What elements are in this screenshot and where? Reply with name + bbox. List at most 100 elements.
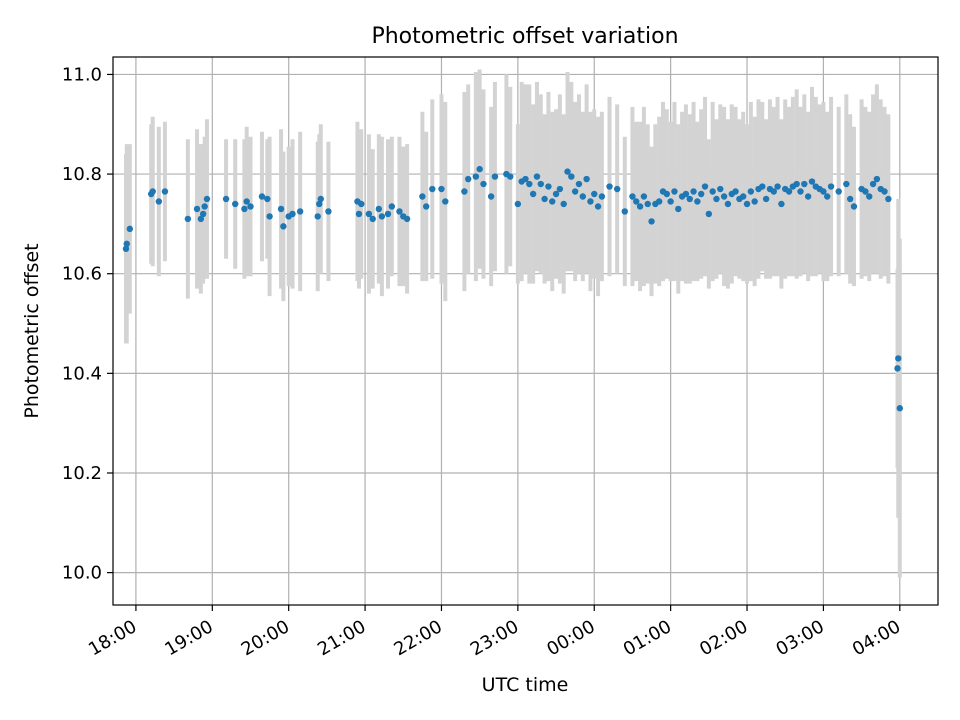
- data-point: [241, 205, 248, 213]
- data-point: [682, 190, 690, 198]
- data-point: [587, 198, 594, 205]
- data-point: [280, 223, 287, 230]
- data-point: [355, 210, 363, 218]
- data-point: [724, 200, 732, 208]
- data-point: [690, 188, 697, 195]
- data-point: [545, 183, 552, 190]
- data-point: [442, 198, 449, 205]
- data-point: [149, 188, 156, 195]
- data-point: [705, 210, 713, 218]
- data-point: [778, 200, 785, 208]
- data-point: [743, 200, 751, 208]
- data-point: [314, 213, 321, 220]
- data-point: [824, 193, 831, 200]
- data-point: [384, 210, 392, 218]
- data-point: [161, 188, 169, 195]
- data-point: [629, 193, 636, 200]
- data-point: [403, 215, 411, 223]
- data-point: [747, 188, 755, 195]
- data-point: [621, 208, 629, 215]
- y-tick-label: 11.0: [62, 64, 102, 85]
- data-point: [199, 210, 207, 218]
- data-point: [655, 198, 663, 205]
- data-point: [820, 188, 827, 195]
- data-point: [564, 168, 571, 175]
- data-point: [222, 195, 230, 203]
- plot-frame: [112, 56, 939, 606]
- y-tick-label: 10.2: [62, 463, 102, 484]
- data-point: [732, 188, 739, 195]
- data-point: [232, 200, 239, 208]
- data-point: [529, 190, 537, 198]
- y-tick-label: 10.0: [62, 563, 102, 584]
- data-point: [533, 173, 541, 180]
- data-point: [671, 188, 678, 195]
- data-point: [472, 173, 480, 180]
- data-point: [491, 173, 499, 180]
- data-point: [369, 215, 376, 223]
- data-point: [770, 188, 777, 195]
- data-point: [316, 200, 323, 208]
- data-point: [648, 218, 655, 225]
- data-point: [184, 215, 192, 223]
- data-point: [686, 195, 693, 203]
- data-point: [526, 180, 533, 188]
- data-point: [598, 193, 606, 200]
- data-point: [243, 198, 250, 205]
- data-point: [801, 180, 808, 188]
- data-point: [396, 208, 403, 215]
- data-point: [827, 183, 835, 190]
- data-point: [644, 200, 651, 208]
- data-point: [575, 180, 583, 188]
- data-point: [709, 188, 716, 195]
- y-axis-label: Photometric offset: [21, 243, 43, 418]
- data-point: [751, 198, 758, 205]
- data-point: [438, 185, 445, 193]
- data-point: [785, 188, 793, 195]
- data-point: [797, 188, 804, 195]
- y-tick-label: 10.8: [62, 164, 102, 185]
- data-point: [378, 213, 386, 220]
- data-point: [720, 193, 728, 200]
- data-point: [895, 355, 902, 362]
- data-point: [289, 210, 296, 218]
- data-point: [873, 175, 881, 183]
- data-point: [846, 195, 854, 203]
- data-point: [264, 195, 271, 203]
- data-point: [296, 208, 304, 215]
- data-point: [762, 195, 770, 203]
- data-point: [480, 180, 487, 188]
- data-point: [560, 200, 567, 208]
- data-point: [583, 175, 590, 183]
- data-point: [894, 365, 901, 372]
- y-tick-label: 10.6: [62, 264, 102, 285]
- data-point: [701, 183, 709, 190]
- data-point: [487, 193, 495, 200]
- data-point: [556, 185, 564, 193]
- y-tick-label: 10.4: [62, 363, 102, 384]
- data-point: [201, 203, 208, 210]
- data-point: [759, 183, 766, 190]
- data-point: [594, 203, 602, 210]
- data-point: [465, 175, 472, 183]
- data-point: [713, 195, 720, 203]
- data-point: [793, 180, 800, 188]
- data-point: [862, 188, 869, 195]
- data-point: [808, 178, 816, 185]
- data-point: [317, 195, 324, 203]
- data-point: [193, 205, 201, 213]
- data-point: [247, 203, 254, 210]
- data-point: [667, 198, 674, 205]
- data-point: [552, 190, 560, 198]
- data-point: [663, 190, 671, 198]
- data-point: [850, 203, 858, 210]
- chart-title: Photometric offset variation: [371, 24, 678, 49]
- data-point: [522, 175, 529, 183]
- data-point: [869, 180, 877, 188]
- data-point: [694, 198, 701, 205]
- data-point: [325, 208, 332, 215]
- data-point: [419, 193, 426, 200]
- data-point: [358, 200, 365, 208]
- data-point: [365, 210, 373, 218]
- data-point: [636, 203, 644, 210]
